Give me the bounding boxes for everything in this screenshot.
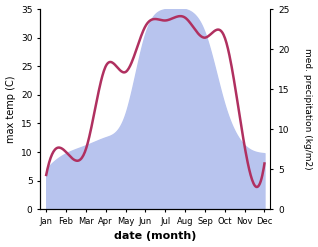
X-axis label: date (month): date (month) xyxy=(114,231,197,242)
Y-axis label: max temp (C): max temp (C) xyxy=(5,75,16,143)
Y-axis label: med. precipitation (kg/m2): med. precipitation (kg/m2) xyxy=(303,48,313,170)
